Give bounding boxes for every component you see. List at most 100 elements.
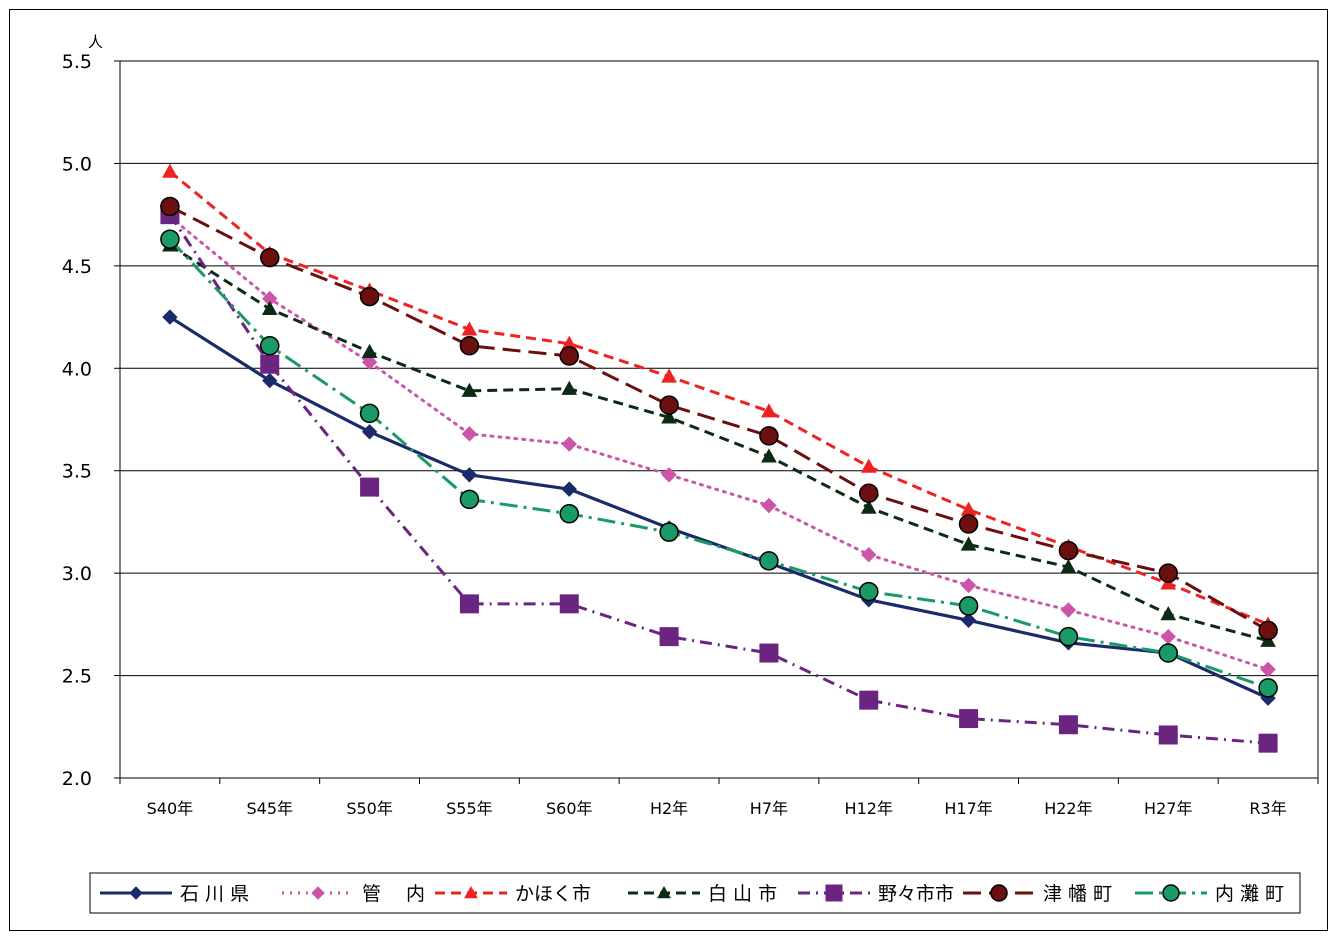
data-point xyxy=(960,577,977,594)
legend-swatch-marker xyxy=(657,885,671,899)
data-point xyxy=(360,477,380,497)
y-tick-label: 3.0 xyxy=(62,563,92,585)
data-point xyxy=(960,612,977,628)
legend-item: 内 灘 町 xyxy=(1135,883,1284,905)
data-point xyxy=(759,643,779,663)
series-4 xyxy=(162,237,1276,647)
data-point xyxy=(160,196,180,217)
x-tick-label: S50年 xyxy=(346,799,393,818)
data-point xyxy=(1160,628,1176,645)
data-point xyxy=(1158,643,1178,663)
legend-swatch-marker xyxy=(825,884,843,902)
series-7 xyxy=(160,229,1278,698)
data-point xyxy=(561,436,577,452)
legend-label: 管 内 xyxy=(362,883,425,905)
data-point xyxy=(160,229,180,249)
data-point xyxy=(859,581,879,602)
data-point xyxy=(561,481,577,497)
series-line xyxy=(168,215,1270,671)
data-point xyxy=(1258,620,1278,641)
legend-item: 管 内 xyxy=(282,883,425,905)
data-point xyxy=(1158,563,1178,583)
data-point xyxy=(761,497,777,514)
legend-item: 野々市市 xyxy=(798,883,954,905)
legend-item: かほく市 xyxy=(435,883,591,905)
legend-swatch-marker xyxy=(1162,884,1180,902)
data-point xyxy=(461,467,478,483)
legend-item: 石 川 県 xyxy=(100,883,249,905)
data-point xyxy=(359,403,380,424)
x-tick-label: R3年 xyxy=(1249,799,1286,818)
y-tick-label: 3.5 xyxy=(62,461,92,483)
series-line xyxy=(168,213,1269,745)
data-point xyxy=(958,514,979,534)
data-point xyxy=(659,627,679,647)
legend-label: かほく市 xyxy=(515,883,591,905)
data-point xyxy=(1060,558,1077,574)
data-point xyxy=(1260,661,1276,678)
x-tick-label: H17年 xyxy=(944,799,992,818)
legend-label: 石 川 県 xyxy=(180,883,249,905)
legend-label: 内 灘 町 xyxy=(1215,883,1284,905)
data-point xyxy=(260,354,280,374)
data-point xyxy=(659,522,679,542)
legend-label: 津 幡 町 xyxy=(1043,883,1112,905)
data-point xyxy=(859,483,879,503)
data-point xyxy=(761,403,777,418)
y-tick-label: 2.5 xyxy=(62,666,92,688)
legend-swatch-marker xyxy=(311,886,325,900)
y-tick-label: 5.5 xyxy=(62,51,92,73)
data-point xyxy=(559,503,579,524)
data-point xyxy=(461,382,478,397)
data-point xyxy=(260,247,280,268)
data-point xyxy=(958,596,979,616)
data-point xyxy=(561,380,578,395)
legend-label: 白 山 市 xyxy=(708,883,777,905)
data-point xyxy=(860,499,877,514)
x-tick-label: S55年 xyxy=(446,799,493,818)
data-point xyxy=(1058,626,1079,647)
data-point xyxy=(262,372,278,389)
data-point xyxy=(359,286,380,307)
data-point xyxy=(162,309,178,325)
legend-swatch-marker xyxy=(990,884,1008,902)
y-unit-label: 人 xyxy=(88,33,103,51)
data-point xyxy=(659,395,679,415)
x-tick-label: H12年 xyxy=(845,799,893,818)
x-tick-label: S40年 xyxy=(147,799,194,818)
series-line xyxy=(169,244,1269,643)
data-point xyxy=(860,458,877,473)
series-5 xyxy=(160,205,1278,753)
series-3 xyxy=(162,163,1276,631)
chart-frame xyxy=(9,9,1328,931)
series-line xyxy=(168,170,1269,626)
data-point xyxy=(661,467,677,483)
data-point xyxy=(361,424,378,440)
x-tick-label: H7年 xyxy=(750,799,788,818)
data-point xyxy=(1258,678,1278,698)
data-point xyxy=(1060,602,1077,618)
data-point xyxy=(461,426,478,442)
data-point xyxy=(559,594,579,614)
data-point xyxy=(1058,715,1078,735)
data-point xyxy=(459,489,480,510)
data-point xyxy=(559,346,579,366)
data-point xyxy=(1058,540,1079,561)
data-point xyxy=(1158,725,1178,745)
data-point xyxy=(761,448,777,463)
data-point xyxy=(260,336,280,356)
data-point xyxy=(759,551,779,571)
data-point xyxy=(960,536,977,551)
y-tick-label: 5.0 xyxy=(62,153,92,175)
data-point xyxy=(661,368,677,383)
x-tick-label: S60年 xyxy=(546,799,593,818)
plot-area xyxy=(119,60,1319,779)
data-point xyxy=(1258,733,1278,753)
data-point xyxy=(361,354,378,370)
data-point xyxy=(459,594,479,614)
legend-item: 津 幡 町 xyxy=(963,883,1112,905)
legend-item: 白 山 市 xyxy=(628,883,777,905)
x-tick-label: H22年 xyxy=(1044,799,1092,818)
legend-swatch-marker xyxy=(464,885,478,899)
